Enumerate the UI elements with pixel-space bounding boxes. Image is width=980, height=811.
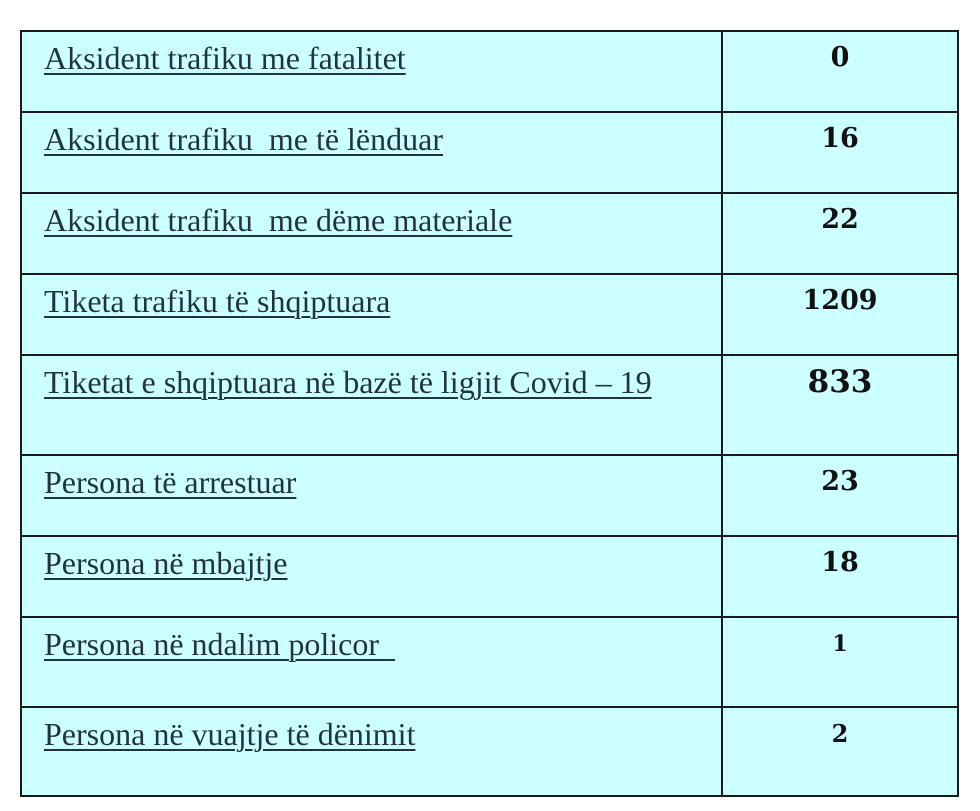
row-value: 23 <box>721 454 959 537</box>
table-row: Tiketa trafiku të shqiptuara 1209 <box>20 273 959 356</box>
row-label: Persona të arrestuar <box>20 454 723 537</box>
table-row: Aksident trafiku me të lënduar 16 <box>20 111 959 194</box>
row-value: 1209 <box>721 273 959 356</box>
row-value: 833 <box>721 354 959 456</box>
row-label: Aksident trafiku me të lënduar <box>20 111 723 194</box>
row-label: Persona në mbajtje <box>20 535 723 618</box>
row-label: Aksident trafiku me dëme materiale <box>20 192 723 275</box>
row-value: 2 <box>721 706 959 797</box>
table-row: Aksident trafiku me dëme materiale 22 <box>20 192 959 275</box>
row-value: 1 <box>721 616 959 708</box>
table-row: Persona në vuajtje të dënimit 2 <box>20 706 959 797</box>
row-label: Tiketa trafiku të shqiptuara <box>20 273 723 356</box>
table-row: Persona në ndalim policor 1 <box>20 616 959 708</box>
row-label: Persona në ndalim policor <box>20 616 723 708</box>
row-value: 22 <box>721 192 959 275</box>
row-label: Persona në vuajtje të dënimit <box>20 706 723 797</box>
statistics-table: Aksident trafiku me fatalitet 0 Aksident… <box>20 30 959 797</box>
row-value: 16 <box>721 111 959 194</box>
row-label: Tiketat e shqiptuara në bazë të ligjit C… <box>20 354 723 456</box>
table-row: Tiketat e shqiptuara në bazë të ligjit C… <box>20 354 959 456</box>
row-label: Aksident trafiku me fatalitet <box>20 30 723 113</box>
row-value: 0 <box>721 30 959 113</box>
table-row: Persona të arrestuar 23 <box>20 454 959 537</box>
row-value: 18 <box>721 535 959 618</box>
table-row: Aksident trafiku me fatalitet 0 <box>20 30 959 113</box>
table-row: Persona në mbajtje 18 <box>20 535 959 618</box>
